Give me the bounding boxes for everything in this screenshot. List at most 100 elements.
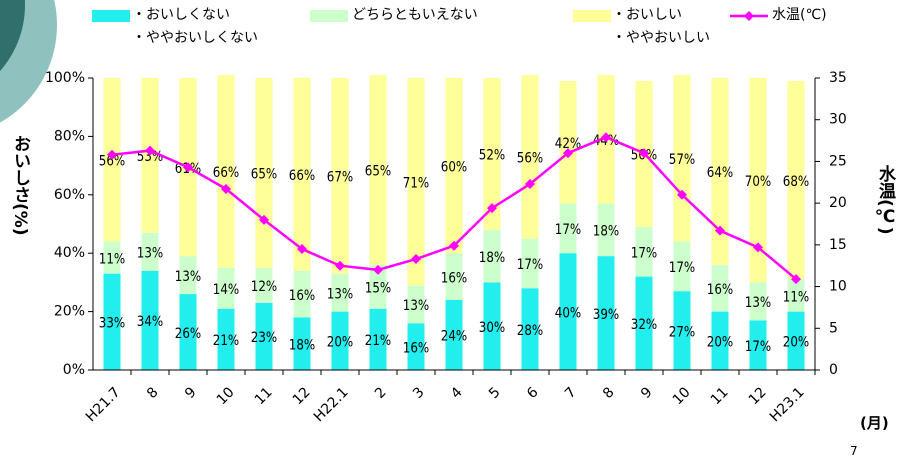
bar-segment [407,78,425,286]
data-label: 13% [745,295,771,311]
data-label: 52% [479,148,505,164]
y-tick-label: 0% [63,362,85,378]
legend-swatch [92,10,130,22]
line-marker [107,149,117,160]
line-marker [639,148,649,159]
data-label: 17% [631,246,657,262]
bar-segment [141,270,159,370]
line-marker [563,148,573,159]
data-label: 13% [137,246,163,262]
bar-segment [483,229,501,283]
data-label: 21% [365,333,391,349]
bar-segment [369,75,387,265]
y2-tick-label: 25 [829,153,847,169]
bar-segment [445,78,463,254]
x-tick-label: 4 [448,384,466,402]
data-label: 33% [99,316,125,332]
bar-segment [331,273,349,312]
data-label: 56% [517,151,543,167]
data-label: 13% [403,298,429,314]
bar-segment [331,78,349,274]
data-label: 70% [745,174,771,190]
line-marker [677,189,687,200]
line-marker [601,132,611,143]
data-label: 56% [99,154,125,170]
bar-segment [483,282,501,370]
decoration [0,0,25,72]
line-marker [715,225,725,236]
bar-segment [483,78,501,230]
bar-segment [521,75,539,239]
data-label: 42% [555,136,581,152]
x-tick-label: H21.7 [83,384,124,425]
x-tick-label: 11 [708,384,732,408]
data-label: 15% [365,281,391,297]
legend-label: 水温(℃) [772,7,827,23]
x-tick-label: H22.1 [311,384,352,425]
x-tick-label: 12 [746,384,770,408]
data-label: 39% [593,307,619,323]
y-tick-label: 60% [54,187,85,203]
bar-segment [103,78,121,242]
bar-segment [293,270,311,318]
x-tick-label: 8 [600,384,618,402]
x-tick-label: 9 [182,384,200,402]
data-label: 11% [783,289,809,305]
data-label: 24% [441,329,467,345]
data-label: 23% [251,330,277,346]
bar-segment [635,276,653,370]
page-number: 7 [850,444,858,458]
bar-segment [749,78,767,283]
y-tick-label: 40% [54,245,85,261]
bar-segment [103,241,121,274]
data-label: 20% [707,335,733,351]
x-tick-label: 2 [372,384,390,402]
bar-segment [407,323,425,370]
bar-segment [787,80,805,280]
bar-segment [217,308,235,370]
line-marker [449,240,459,251]
data-label: 18% [479,250,505,266]
x-tick-label: 12 [290,384,314,408]
bar-segment [179,256,197,295]
line-marker [373,264,383,275]
data-label: 16% [403,341,429,357]
y2-tick-label: 20 [829,195,847,211]
x-axis-unit: (月) [860,414,889,432]
bar-segment [179,294,197,370]
y2-tick-label: 0 [829,362,838,378]
data-label: 65% [251,167,277,183]
data-label: 40% [555,306,581,322]
bar-segment [559,253,577,370]
x-tick-label: 10 [670,384,694,408]
x-tick-label: 7 [562,384,580,402]
data-label: 60% [441,160,467,176]
data-label: 67% [327,170,353,186]
data-label: 20% [783,335,809,351]
bar-segment [559,203,577,254]
bar-segment [749,282,767,321]
line-marker [525,178,535,189]
line-marker [259,214,269,225]
data-label: 12% [251,279,277,295]
x-tick-label: 5 [486,384,504,402]
x-tick-label: H23.1 [767,384,808,425]
legend-label: どちらともいえない [352,7,478,23]
bar-segment [635,226,653,277]
bar-segment [711,264,729,312]
bar-segment [255,302,273,370]
y2-tick-label: 35 [829,70,847,86]
bar-segment [711,311,729,370]
data-label: 14% [213,282,239,298]
data-label: 68% [783,174,809,190]
line-marker [183,162,193,173]
bar-segment [445,253,463,300]
bar-segment [103,273,121,370]
data-label: 16% [289,288,315,304]
bar-segment [749,320,767,370]
y-tick-label: 100% [45,70,85,86]
legend-marker [744,11,754,21]
y2-tick-label: 30 [829,112,847,128]
